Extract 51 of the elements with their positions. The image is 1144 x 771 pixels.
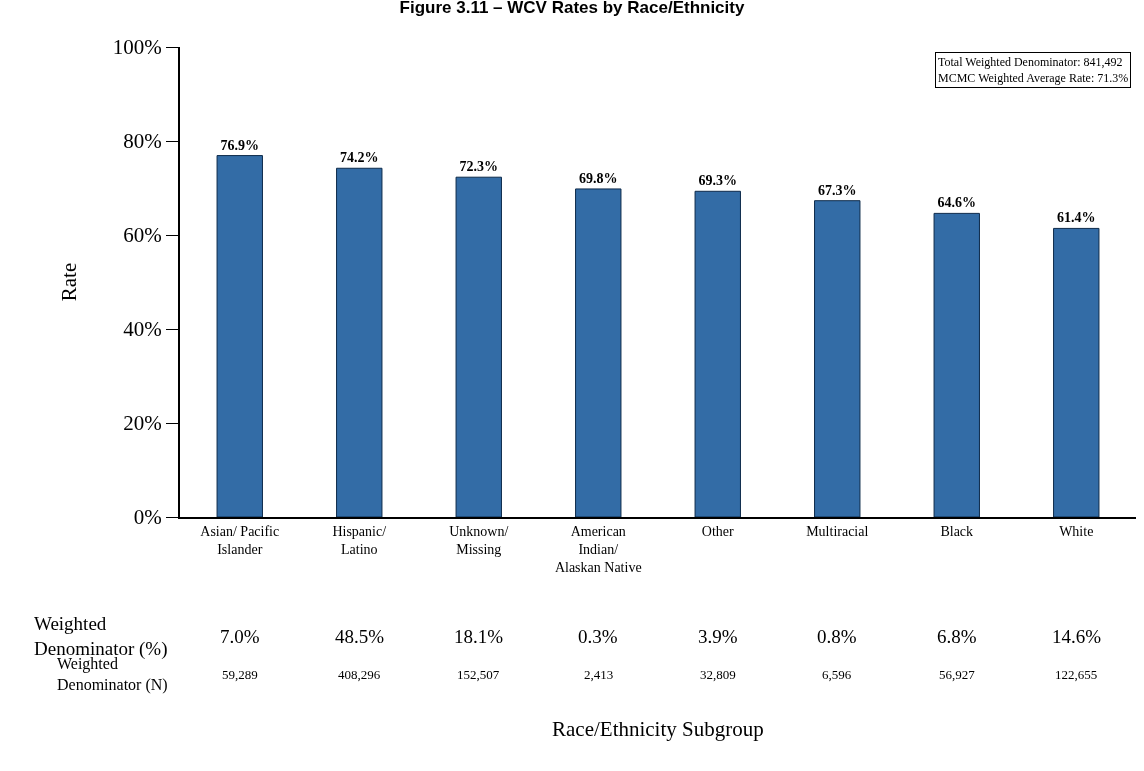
y-tick-label: 40% (123, 317, 162, 342)
text: 59,289 (222, 667, 258, 682)
text: 0.8% (817, 626, 857, 647)
text: 3.9% (698, 626, 738, 647)
text: 122,655 (1055, 667, 1098, 682)
x-tick-label: White (1059, 523, 1094, 539)
y-tick-label: 100% (112, 35, 162, 60)
text: 6,596 (822, 667, 852, 682)
bar (575, 188, 622, 517)
data-label: 61.4% (1057, 210, 1096, 226)
x-tick-label: Other (701, 523, 735, 539)
bar (933, 212, 980, 517)
text: 152,507 (457, 667, 500, 682)
x-tick-label: Asian/ Pacific Islander (200, 523, 280, 557)
chart-title: Figure 3.11 – WCV Rates by Race/Ethnicity (399, 0, 745, 18)
x-tick-label: Multiracial (806, 523, 869, 539)
bar (694, 190, 741, 517)
y-tick-label: 0% (133, 505, 162, 530)
data-label: 74.2% (340, 150, 379, 166)
bar (455, 176, 502, 517)
text: 48.5% (335, 626, 385, 647)
bar (336, 167, 383, 517)
annotation: Total Weighted Denominator: 841,492 (938, 55, 1123, 69)
annotation: MCMC Weighted Average Rate: 71.3% (938, 70, 1129, 85)
text: 56,927 (939, 667, 976, 682)
text: 2,413 (584, 667, 614, 682)
text: 18.1% (454, 626, 504, 647)
bar (1053, 227, 1100, 517)
data-label: 69.8% (579, 170, 618, 186)
x-tick-label: Hispanic/ Latino (332, 523, 387, 557)
data-label: 64.6% (937, 195, 977, 211)
x-tick-label: Unknown/ Missing (449, 523, 509, 557)
x-tick-label: Black (940, 523, 974, 539)
data-label: 67.3% (818, 182, 857, 198)
y-tick-label: 20% (123, 411, 162, 436)
text: 14.6% (1052, 626, 1102, 647)
y-tick-label: 80% (123, 129, 162, 154)
x-tick-label: American Indian/ Alaskan Native (554, 523, 642, 576)
bar (216, 155, 263, 517)
data-label: 69.3% (698, 173, 738, 189)
data-label: 72.3% (459, 159, 499, 175)
data-label: 76.9% (220, 137, 260, 153)
y-axis-title: Rate (57, 262, 82, 302)
text: 408,296 (338, 667, 381, 682)
text: 6.8% (937, 626, 977, 647)
bar (814, 200, 861, 517)
text: Race/Ethnicity Subgroup (552, 717, 764, 741)
y-tick-label: 60% (123, 223, 162, 248)
text: 32,809 (700, 667, 736, 682)
text: 7.0% (220, 626, 260, 647)
text: 0.3% (578, 626, 618, 647)
